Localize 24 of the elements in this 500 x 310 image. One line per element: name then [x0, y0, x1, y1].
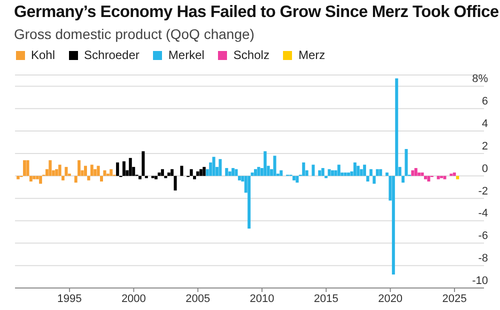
x-tick-label: 2025 — [442, 292, 467, 305]
chart-title: Germany’s Economy Has Failed to Grow Since Merz Took Office — [14, 3, 500, 22]
y-tick-label: 2 — [482, 140, 488, 152]
legend-label: Kohl — [31, 48, 56, 62]
x-tick-label: 2000 — [121, 292, 146, 305]
x-tick-label: 2020 — [378, 292, 403, 305]
y-tick-label: 4 — [482, 118, 488, 130]
x-tick-label: 2015 — [314, 292, 338, 305]
x-tick-label: 1995 — [57, 292, 82, 305]
y-tick-label: -4 — [478, 208, 488, 220]
chart-subtitle: Gross domestic product (QoQ change) — [14, 26, 256, 42]
y-tick-label: -8 — [478, 252, 488, 265]
legend-label: Merkel — [168, 48, 204, 62]
x-tick-label: 2010 — [250, 292, 274, 305]
y-tick-label: 8% — [472, 73, 488, 86]
y-tick-label: -10 — [472, 275, 488, 287]
legend-label: Merz — [298, 48, 326, 62]
legend-label: Scholz — [233, 48, 270, 62]
legend-label: Schroeder — [84, 48, 140, 62]
y-tick-label: 6 — [482, 96, 488, 108]
y-tick-label: 0 — [482, 162, 488, 175]
y-tick-label: -2 — [478, 185, 488, 198]
y-tick-label: -6 — [478, 230, 488, 242]
x-tick-label: 2005 — [186, 292, 210, 305]
